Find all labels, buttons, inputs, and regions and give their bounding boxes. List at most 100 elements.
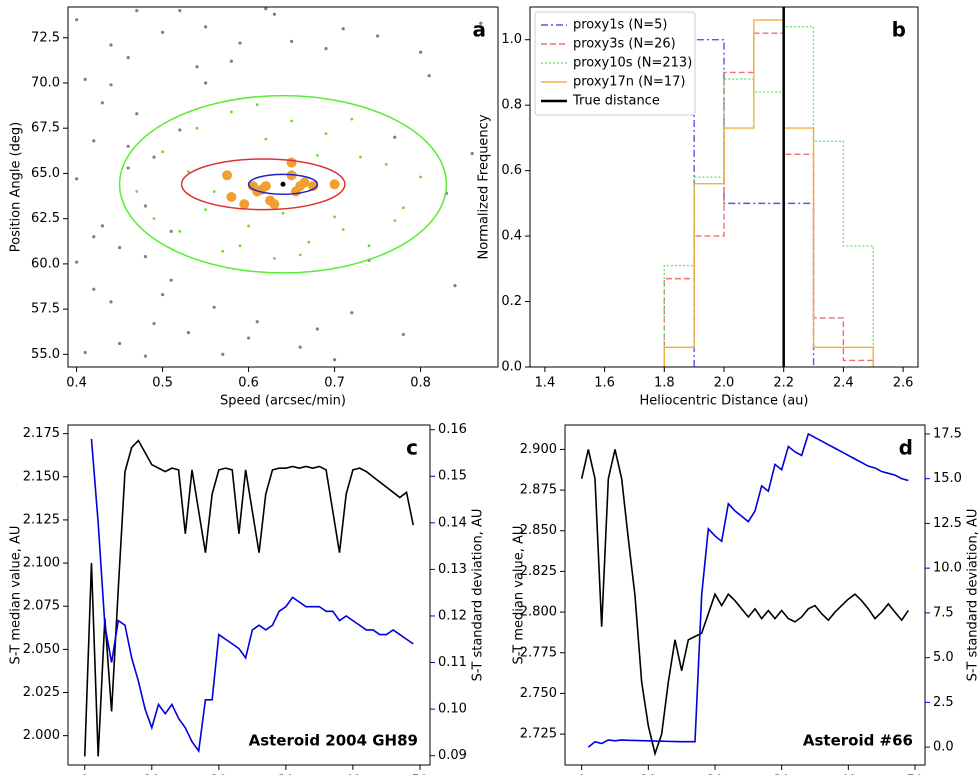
point — [307, 240, 311, 244]
point — [427, 74, 431, 78]
x-tick-label: 0.8 — [410, 376, 431, 391]
y-tick-label: 0.4 — [501, 229, 522, 244]
point — [221, 249, 225, 253]
y-tick-label: 65.0 — [31, 166, 60, 181]
point — [195, 126, 199, 130]
y-tick-label: 62.5 — [31, 211, 60, 226]
legend-label: proxy10s (N=213) — [573, 56, 692, 71]
point — [264, 137, 268, 141]
point — [118, 341, 122, 346]
point — [152, 217, 156, 221]
y-tick-label: 72.5 — [31, 30, 60, 45]
point — [298, 345, 302, 349]
point — [222, 170, 233, 181]
x-tick-label: 10 — [640, 774, 657, 775]
point — [308, 181, 319, 192]
y2-tick-label: 0.0 — [933, 740, 954, 755]
point — [324, 47, 328, 51]
point — [212, 190, 216, 193]
x-tick-label: 30 — [278, 774, 295, 775]
y2-tick-label: 0.11 — [438, 655, 467, 670]
point — [204, 81, 208, 85]
axes-frame — [67, 6, 499, 368]
y2-tick-label: 0.14 — [438, 515, 467, 530]
point — [135, 9, 139, 13]
y-tick-label: 0.8 — [501, 98, 522, 113]
point — [299, 177, 310, 188]
point — [92, 287, 96, 291]
y-tick-label: 2.725 — [520, 727, 557, 742]
x-axis-label: Speed (arcsec/min) — [220, 394, 346, 409]
y-tick-label: 0.6 — [501, 163, 522, 178]
x-tick-label: 20 — [707, 774, 724, 775]
axes-frame — [564, 424, 926, 766]
y-axis-label: Position Angle (deg) — [9, 122, 24, 253]
point — [239, 199, 250, 210]
y-tick-label: 2.850 — [520, 523, 557, 538]
point — [230, 110, 233, 114]
y-tick-label: 67.5 — [31, 121, 60, 136]
y2-tick-label: 0.13 — [438, 562, 467, 577]
point — [238, 244, 242, 248]
point — [479, 21, 483, 25]
y2-axis-label: S-T standard deviation, AU — [471, 509, 486, 682]
y-tick-label: 2.750 — [520, 686, 557, 701]
x-tick-label: 2.0 — [714, 376, 735, 391]
x-tick-label: 10 — [144, 774, 161, 775]
legend-box — [534, 11, 696, 116]
y2-tick-label: 17.5 — [933, 426, 962, 441]
point — [260, 181, 271, 192]
y-axis-label: S-T median value, AU — [512, 526, 527, 665]
axes-frame — [529, 6, 919, 368]
point — [367, 244, 371, 248]
point — [178, 229, 182, 233]
point — [272, 12, 276, 16]
point — [316, 153, 319, 157]
point — [100, 101, 104, 105]
point — [169, 278, 173, 282]
point — [286, 157, 297, 168]
x-tick-label: 0.6 — [238, 376, 259, 391]
point — [226, 191, 237, 202]
point — [161, 150, 165, 154]
x-tick-label: 50 — [412, 774, 429, 775]
histogram-step — [663, 32, 874, 367]
line — [83, 439, 415, 757]
point — [152, 155, 156, 159]
x-tick-label: 2.4 — [833, 376, 854, 391]
y-tick-label: 2.175 — [23, 426, 60, 441]
point — [161, 293, 165, 297]
point — [401, 332, 405, 337]
histogram-step — [663, 19, 874, 367]
x-tick-label: 50 — [907, 774, 924, 775]
point — [178, 128, 182, 132]
x-tick-label: 1.4 — [535, 376, 556, 391]
point — [126, 144, 130, 148]
point — [333, 215, 336, 219]
point — [298, 253, 302, 257]
y-tick-label: 1.0 — [501, 32, 522, 47]
y2-tick-label: 10.0 — [933, 561, 962, 576]
histogram-step — [663, 25, 874, 367]
y-tick-label: 0.2 — [501, 294, 522, 309]
y-tick-label: 2.825 — [520, 564, 557, 579]
panel-label: b — [892, 18, 906, 42]
y-axis-label: Normalized Frequency — [477, 114, 492, 259]
line — [587, 432, 909, 748]
point — [247, 336, 251, 340]
x-tick-label: 0.4 — [66, 376, 87, 391]
point — [221, 352, 225, 356]
point — [376, 34, 380, 38]
y-tick-label: 55.0 — [31, 347, 60, 362]
point — [255, 320, 259, 324]
point — [100, 224, 104, 228]
point — [229, 59, 233, 63]
point — [161, 30, 165, 34]
x-tick-label: 0.7 — [324, 376, 345, 391]
point — [92, 235, 96, 239]
point — [212, 305, 216, 309]
point — [333, 358, 337, 362]
point — [350, 311, 354, 315]
point — [281, 211, 285, 215]
